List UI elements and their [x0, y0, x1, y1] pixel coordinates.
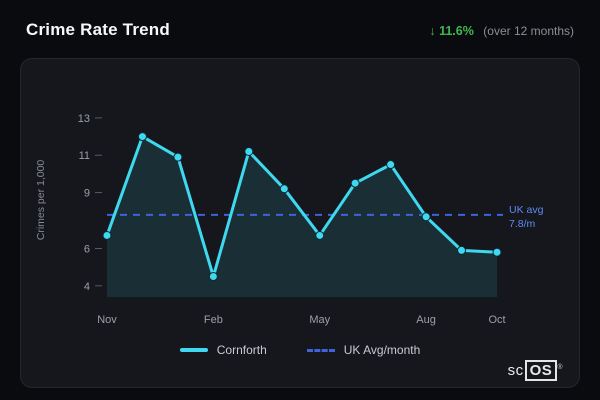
- legend-swatch-dashed-icon: [306, 348, 335, 352]
- svg-text:Aug: Aug: [416, 314, 436, 326]
- legend-swatch-solid-icon: [179, 348, 208, 352]
- legend-item-cornforth[interactable]: Cornforth: [179, 343, 267, 357]
- svg-text:Feb: Feb: [204, 314, 223, 326]
- chart-panel: 13 11 9 6 4 Crimes per 1,000 Nov Feb May Aug Oct UK…: [20, 58, 580, 388]
- header: Crime Rate Trend ↓ 11.6% (over 12 months…: [26, 20, 574, 40]
- svg-text:May: May: [309, 314, 330, 326]
- svg-text:11: 11: [79, 150, 90, 162]
- logo-registered-mark: ®: [557, 364, 563, 371]
- legend-label: Cornforth: [216, 343, 267, 357]
- legend-label: UK Avg/month: [343, 343, 421, 357]
- svg-text:Nov: Nov: [97, 314, 117, 326]
- trend-caption: (over 12 months): [483, 24, 574, 38]
- svg-text:4: 4: [84, 281, 90, 293]
- trend-badge: ↓ 11.6% (over 12 months): [429, 22, 574, 40]
- svg-text:6: 6: [84, 244, 90, 256]
- svg-text:Crimes per 1,000: Crimes per 1,000: [35, 160, 47, 241]
- trend-value: ↓ 11.6%: [429, 24, 474, 38]
- svg-text:9: 9: [84, 188, 90, 200]
- svg-text:Oct: Oct: [488, 314, 505, 326]
- svg-text:UK avg: UK avg: [509, 204, 544, 216]
- svg-text:13: 13: [78, 113, 90, 125]
- chart-legend: Cornforth UK Avg/month: [21, 343, 579, 357]
- page-title: Crime Rate Trend: [26, 20, 170, 39]
- logo-box: OS: [524, 360, 558, 381]
- logo-prefix: sc: [507, 362, 524, 379]
- line-chart: 13 11 9 6 4 Crimes per 1,000 Nov Feb May Aug Oct UK…: [35, 113, 544, 326]
- svg-text:7.8/m: 7.8/m: [509, 218, 536, 230]
- legend-item-uk-avg[interactable]: UK Avg/month: [306, 343, 421, 357]
- scos-logo: sc OS ®: [507, 360, 563, 381]
